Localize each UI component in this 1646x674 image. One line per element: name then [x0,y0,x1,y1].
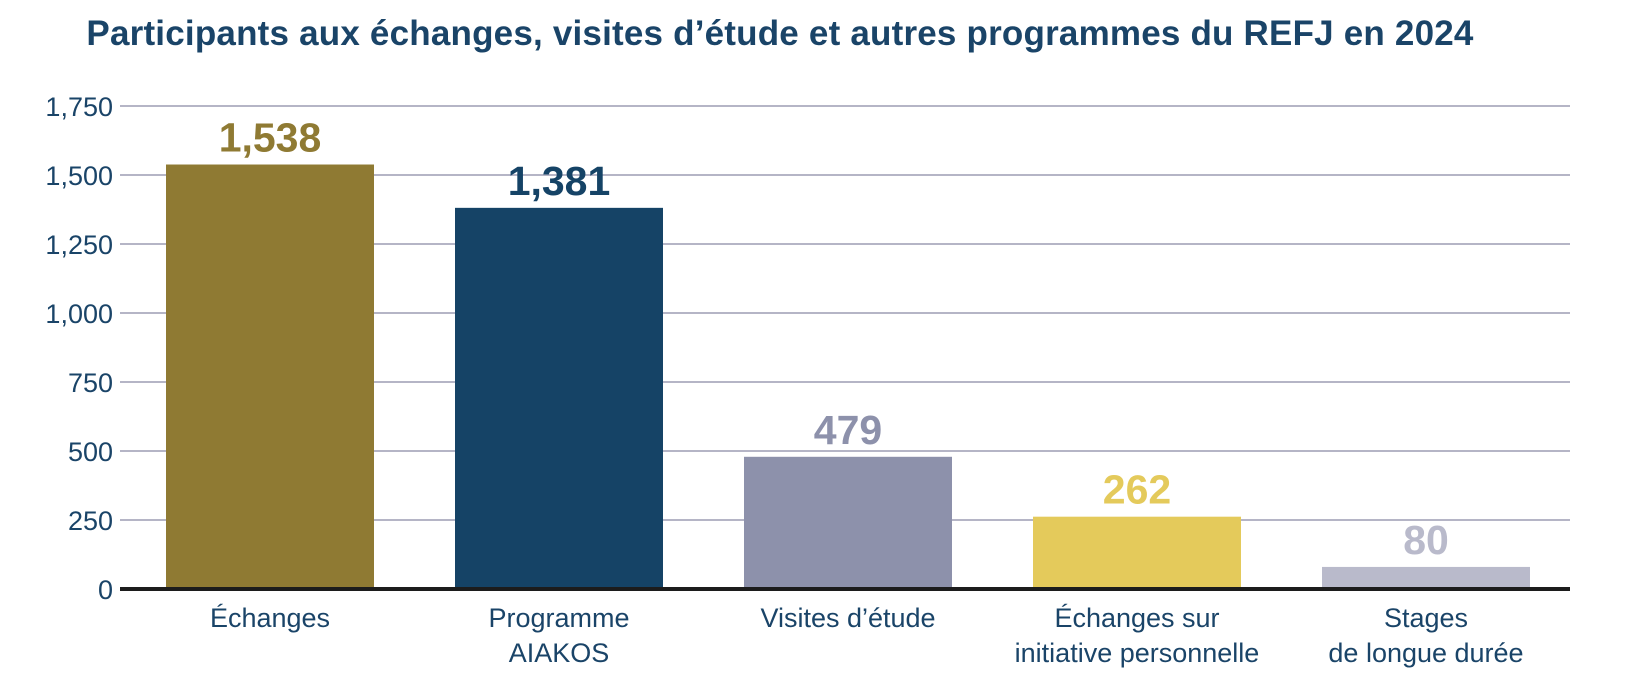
y-tick-label: 1,750 [45,92,113,122]
y-tick-label: 0 [98,575,113,605]
bar [744,456,952,588]
bar-value-label: 1,538 [219,115,322,161]
category-label: Stages de longue durée [1328,603,1523,668]
chart-title: Participants aux échanges, visites d’étu… [86,14,1474,53]
bar-value-label: 80 [1403,517,1449,563]
data-labels: 1,538 1,381 479 262 80 [219,115,1449,563]
category-label: Échanges [210,603,330,633]
bar-value-label: 262 [1103,467,1171,513]
y-axis-tick-labels: 0 250 500 750 1,000 1,250 1,500 1,750 [45,92,113,605]
y-tick-label: 750 [68,368,113,398]
y-tick-label: 1,000 [45,299,113,329]
bar [1033,516,1241,588]
bar [166,164,374,588]
x-axis-category-labels: Échanges Programme AIAKOS Visites d’étude Éc… [210,603,1524,668]
y-tick-label: 1,500 [45,161,113,191]
category-label: Échanges sur initiative personnelle [1015,603,1260,668]
y-tick-label: 500 [68,437,113,467]
category-label: Visites d’étude [760,603,935,633]
category-label: Programme AIAKOS [488,603,629,668]
bar-value-label: 479 [814,407,882,453]
y-tick-label: 1,250 [45,230,113,260]
bars [166,164,1530,588]
y-tick-label: 250 [68,506,113,536]
bar [1322,566,1530,588]
bar [455,207,663,588]
bar-value-label: 1,381 [508,158,611,204]
